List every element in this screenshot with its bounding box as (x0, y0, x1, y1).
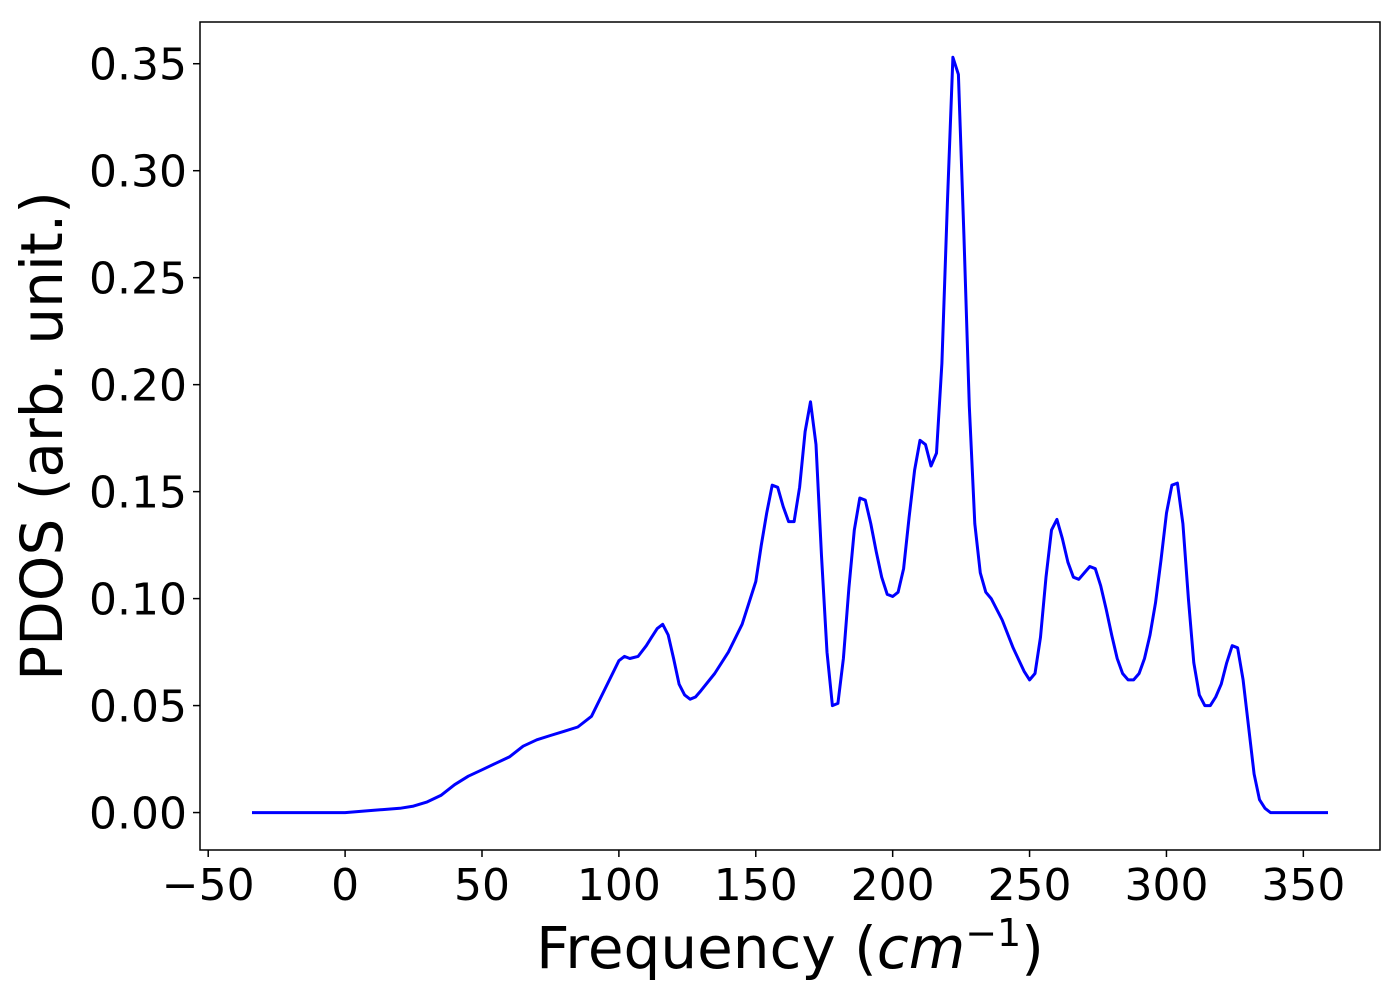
x-tick-label: 200 (851, 860, 935, 911)
x-tick-label: 0 (331, 860, 359, 911)
y-tick-label: 0.00 (89, 789, 187, 840)
y-tick-label: 0.10 (89, 575, 187, 626)
y-tick-label: 0.05 (89, 682, 187, 733)
y-tick-label: 0.20 (89, 361, 187, 412)
x-tick-label: 250 (988, 860, 1072, 911)
x-tick-label: 50 (454, 860, 510, 911)
x-axis-label-unit: cm (877, 914, 965, 982)
x-tick-label: 350 (1261, 860, 1345, 911)
x-tick-label: 300 (1124, 860, 1208, 911)
plot-area (199, 21, 1381, 851)
y-axis-label: PDOS (arb. unit.) (8, 191, 76, 681)
y-tick-label: 0.35 (89, 40, 187, 91)
axes-frame (199, 21, 1381, 851)
y-tick-label: 0.15 (89, 468, 187, 519)
x-axis-ticks: −50 0 50 100 150 200 250 300 350 (162, 850, 1345, 911)
x-axis-label-exponent: −1 (965, 911, 1021, 955)
y-axis-ticks: 0.00 0.05 0.10 0.15 0.20 0.25 0.30 0.35 (89, 40, 200, 840)
x-axis-label-text: Frequency (536, 914, 836, 982)
y-tick-label: 0.30 (89, 147, 187, 198)
x-tick-label: 100 (577, 860, 661, 911)
pdos-series-line (252, 55, 1328, 815)
y-tick-label: 0.25 (89, 254, 187, 305)
x-tick-label: 150 (714, 860, 798, 911)
x-axis-label: Frequency (cm−1) (536, 911, 1044, 982)
x-tick-label: −50 (162, 860, 255, 911)
